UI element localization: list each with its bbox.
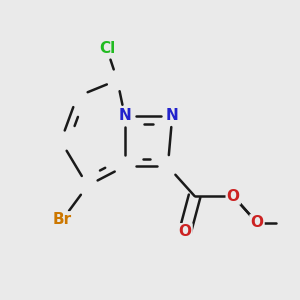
Text: O: O: [250, 215, 263, 230]
Text: O: O: [178, 224, 192, 239]
Text: Cl: Cl: [99, 41, 115, 56]
Text: N: N: [118, 108, 131, 123]
Text: O: O: [227, 189, 240, 204]
Text: N: N: [166, 108, 179, 123]
Text: Br: Br: [53, 212, 72, 227]
